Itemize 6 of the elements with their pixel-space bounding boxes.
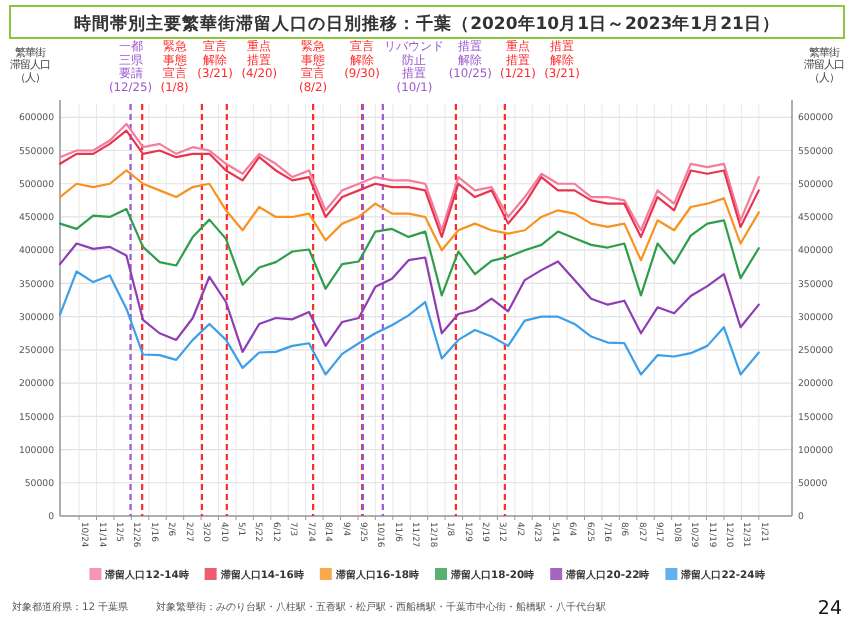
line-series [58, 270, 760, 376]
line-series [58, 169, 760, 262]
text: 24 [817, 598, 842, 620]
chart-title: 時間帯別主要繁華街滞留人口の日別推移：千葉（2020年10月1日～2023年1月21日） [74, 13, 780, 35]
line-series [58, 242, 760, 353]
line-series [58, 207, 760, 297]
